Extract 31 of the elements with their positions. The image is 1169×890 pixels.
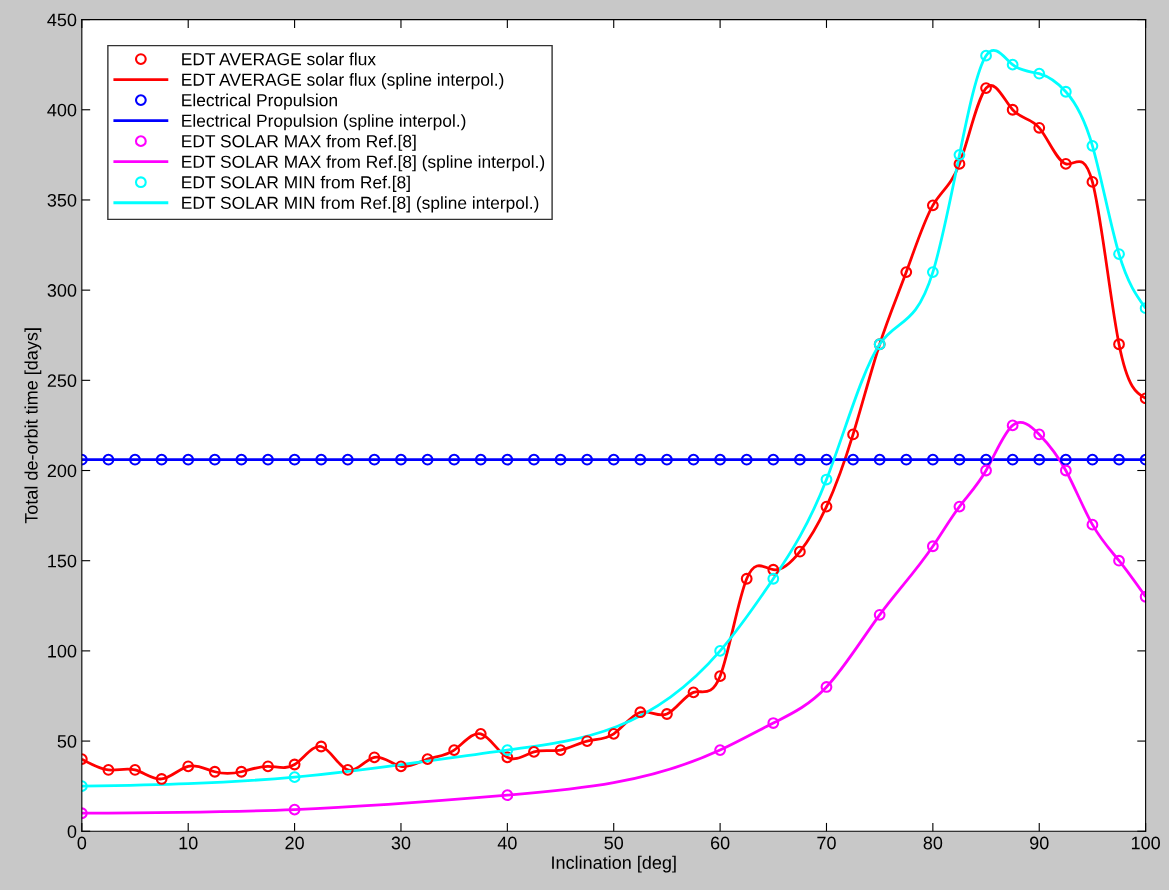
y-tick-label: 50 <box>57 735 77 748</box>
x-tick-label: 10 <box>179 836 198 850</box>
x-tick-label: 50 <box>604 836 624 850</box>
y-axis-title: Total de-orbit time [days] <box>24 328 42 524</box>
y-tick-label: 250 <box>47 374 77 388</box>
x-axis-title: Inclination [deg] <box>552 855 676 873</box>
y-tick-label: 350 <box>47 193 77 207</box>
legend-label: EDT SOLAR MIN from Ref.[8] <box>182 175 410 192</box>
legend-label: EDT AVERAGE solar flux (spline interpol.) <box>182 73 504 90</box>
x-tick-label: 20 <box>285 836 304 850</box>
y-tick-label: 0 <box>67 825 77 838</box>
x-tick-label: 100 <box>1131 836 1160 850</box>
y-tick-label: 450 <box>47 13 77 27</box>
y-tick-label: 200 <box>47 464 77 478</box>
legend-label: Electrical Propulsion <box>182 93 337 110</box>
legend-label: EDT SOLAR MIN from Ref.[8] (spline interpol.) <box>182 196 539 213</box>
x-tick-label: 30 <box>391 836 411 850</box>
y-tick-label: 300 <box>47 284 77 297</box>
legend-label: EDT SOLAR MAX from Ref.[8] (spline interpol.) <box>182 155 545 172</box>
y-tick-label: 100 <box>48 644 77 658</box>
y-tick-label: 400 <box>47 103 77 117</box>
x-tick-label: 70 <box>817 836 836 850</box>
legend-label: Electrical Propulsion (spline interpol.) <box>182 114 466 131</box>
x-tick-label: 90 <box>1030 836 1049 850</box>
x-tick-label: 0 <box>77 836 87 850</box>
x-tick-label: 80 <box>923 836 943 850</box>
x-tick-label: 60 <box>710 836 730 850</box>
legend-label: EDT AVERAGE solar flux <box>182 52 376 66</box>
y-tick-label: 150 <box>48 554 77 568</box>
x-tick-label: 40 <box>497 836 517 850</box>
legend-label: EDT SOLAR MAX from Ref.[8] <box>182 134 416 151</box>
